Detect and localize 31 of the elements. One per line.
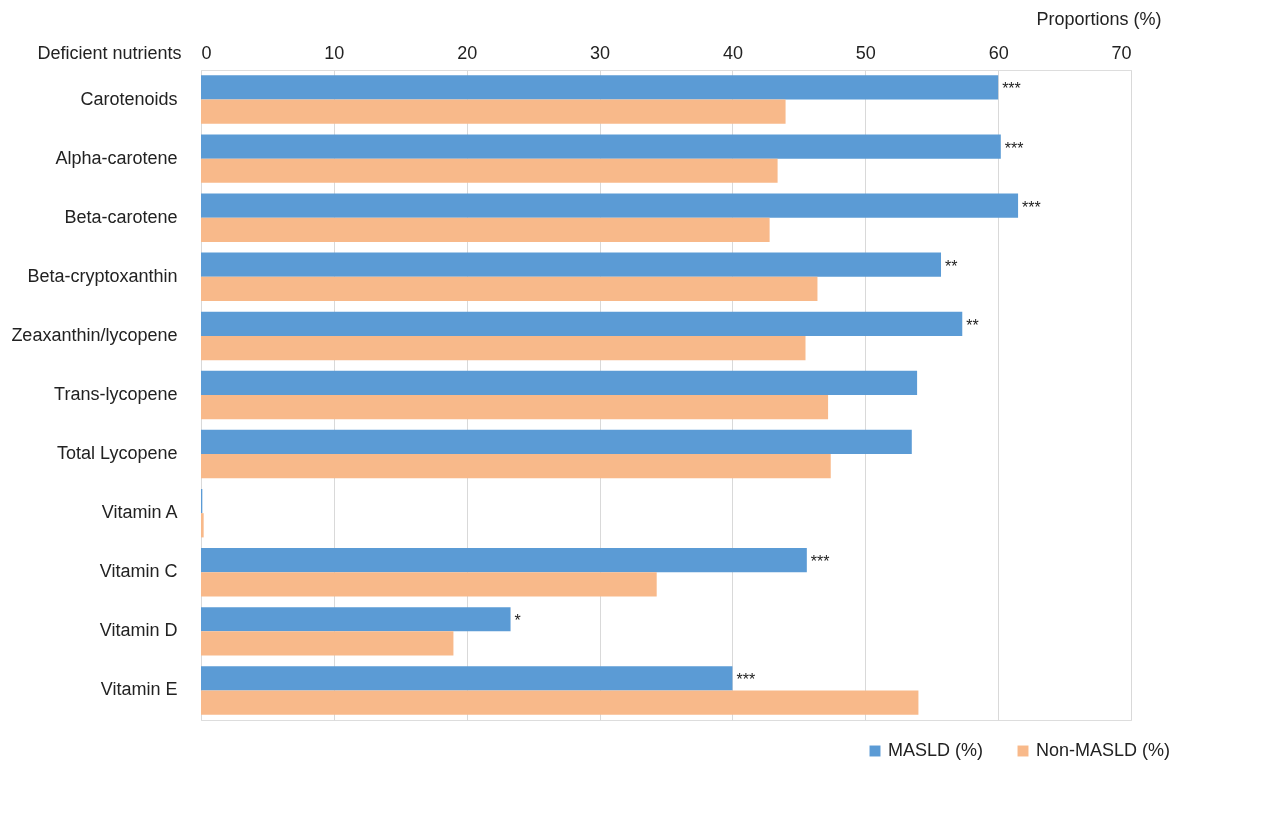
x-tick-label: 30 (590, 42, 611, 63)
y-tick-label: Zeaxanthin/lycopene (11, 324, 178, 345)
y-tick-label: Vitamin C (99, 561, 178, 582)
x-tick-label: 50 (855, 42, 876, 63)
x-tick-label: 70 (1111, 42, 1132, 63)
y-tick-label: Total Lycopene (57, 443, 178, 464)
y-tick-label: Vitamin E (100, 679, 178, 700)
y-tick-label: Vitamin A (101, 502, 178, 523)
annotation: ** (945, 257, 958, 275)
legend-label: MASLD (%) (888, 740, 984, 760)
x-tick-label: 60 (988, 42, 1009, 63)
annotation: ** (966, 316, 979, 334)
legend-label: Non-MASLD (%) (1036, 740, 1171, 760)
annotation: *** (736, 671, 756, 689)
x-axis-title: Proportions (%) (1036, 8, 1162, 29)
y-tick-label: Carotenoids (80, 88, 178, 109)
x-tick-label: 10 (324, 42, 345, 63)
annotation: *** (1004, 139, 1024, 157)
x-tick-label: 0 (201, 42, 212, 63)
y-tick-label: Trans-lycopene (54, 384, 178, 404)
x-tick-label: 20 (457, 42, 478, 63)
annotation: * (514, 612, 521, 630)
y-tick-label: Alpha-carotene (55, 147, 178, 168)
y-tick-label: Beta-carotene (64, 206, 178, 227)
annotation: *** (1022, 198, 1041, 216)
annotation: *** (1002, 80, 1021, 98)
x-tick-label: 40 (722, 42, 743, 63)
y-axis-title: Deficient nutrients (37, 42, 182, 63)
annotation: *** (810, 553, 830, 571)
y-tick-label: Vitamin D (99, 620, 178, 641)
y-tick-label: Beta-cryptoxanthin (27, 265, 178, 286)
